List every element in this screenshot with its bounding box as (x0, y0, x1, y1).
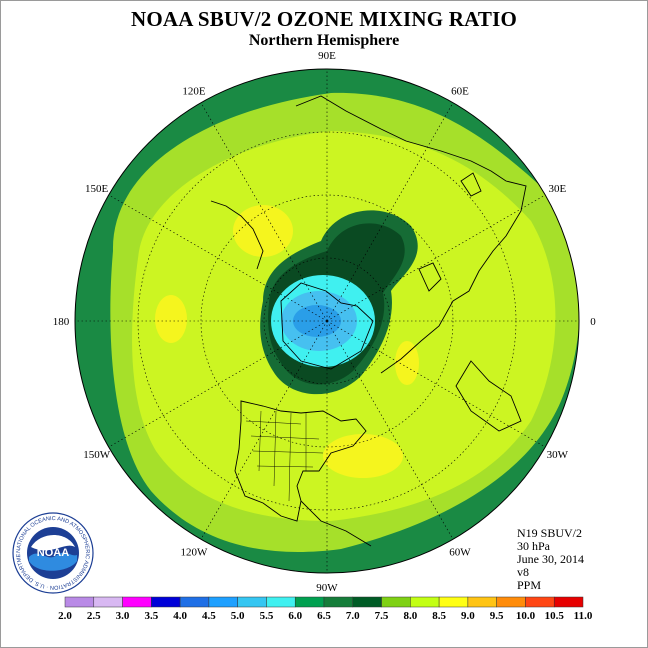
colorbar-swatch (93, 596, 123, 608)
meridian-label: 120W (181, 546, 209, 558)
latitude-circle (200, 194, 454, 448)
meridian-label: 30W (547, 449, 569, 461)
latitude-circle (263, 257, 391, 385)
map-boundary (74, 68, 580, 574)
colorbar-swatch (64, 596, 95, 608)
colorbar-tick-label: 6.0 (288, 610, 302, 622)
colorbar-swatch (237, 596, 267, 608)
colorbar-tick-label: 10.0 (516, 610, 536, 622)
info-date: June 30, 2014 (517, 552, 584, 566)
ozone-contour-4-5 (293, 305, 341, 337)
meridian-label: 180 (53, 316, 70, 328)
colorbar-tick-label: 8.5 (432, 610, 446, 622)
colorbar-tick-label: 3.0 (116, 610, 130, 622)
colorbar-swatch (496, 596, 526, 608)
meridian-label: 60E (451, 86, 469, 98)
colorbar-tick-label: 3.5 (144, 610, 158, 622)
info-level: 30 hPa (517, 539, 550, 553)
colorbar-tick-label: 8.0 (403, 610, 417, 622)
meridian-label: 120E (182, 86, 206, 98)
colorbar-swatch (122, 596, 152, 608)
colorbar-swatch (525, 596, 555, 608)
colorbar-tick-label: 6.5 (317, 610, 331, 622)
colorbar-swatch (352, 596, 382, 608)
ozone-contour-8-5 (155, 295, 187, 343)
colorbar-swatch (294, 596, 325, 608)
colorbar: 2.0 2.5 3.0 3.5 4.0 4.5 5.0 5.5 6.0 6.5 7.0 7.5 8.0 8… (58, 596, 593, 622)
meridian-label: 30E (548, 183, 566, 195)
meridian-label: 90E (318, 50, 336, 62)
meridian-labels: 90E 60E 30E 0 30W 60W 90W 120W 150W 180 150E 120E (53, 50, 597, 594)
info-units: PPM (517, 578, 542, 592)
ozone-contour-8-5 (395, 341, 419, 385)
meridian-label: 60W (449, 546, 471, 558)
colorbar-tick-label: 7.5 (375, 610, 389, 622)
colorbar-tick-label: 4.0 (173, 610, 187, 622)
info-satellite: N19 SBUV/2 (517, 526, 583, 540)
colorbar-tick-label: 5.5 (260, 610, 274, 622)
colorbar-swatch (151, 596, 181, 608)
lat-lon-graticule (75, 69, 579, 573)
colorbar-tick-label: 2.0 (58, 610, 72, 622)
colorbar-tick-label: 7.0 (346, 610, 360, 622)
ozone-contour-8-5 (233, 205, 293, 257)
colorbar-swatch (553, 596, 584, 608)
colorbar-swatch (266, 596, 296, 608)
ozone-contour-8-5 (323, 434, 403, 478)
colorbar-swatch (438, 596, 469, 608)
colorbar-tick-label: 2.5 (87, 610, 101, 622)
colorbar-swatch (467, 596, 497, 608)
colorbar-tick-label: 9.5 (490, 610, 504, 622)
figure-title: NOAA SBUV/2 OZONE MIXING RATIO (131, 7, 517, 31)
logo-text: NOAA (37, 547, 69, 559)
colorbar-tick-label: 4.5 (202, 610, 216, 622)
colorbar-tick-label: 5.0 (231, 610, 245, 622)
colorbar-tick-label: 10.5 (545, 610, 565, 622)
map-info-block: N19 SBUV/2 30 hPa June 30, 2014 v8 PPM (517, 527, 584, 592)
colorbar-swatch (381, 596, 411, 608)
colorbar-swatch (410, 596, 440, 608)
meridian-label: 150E (85, 183, 109, 195)
meridian-label: 0 (590, 316, 596, 328)
coastlines (210, 95, 527, 547)
colorbar-swatch (323, 596, 354, 608)
ozone-field (75, 69, 579, 573)
colorbar-tick-label: 11.0 (574, 610, 593, 622)
meridian-label: 150W (83, 449, 111, 461)
noaa-logo: NATIONAL OCEANIC AND ATMOSPHERIC ADMINIS… (11, 511, 94, 594)
info-version: v8 (517, 565, 529, 579)
colorbar-swatch (208, 596, 238, 608)
colorbar-swatch (179, 596, 210, 608)
colorbar-tick-label: 9.0 (461, 610, 475, 622)
meridian-label: 90W (316, 582, 338, 594)
us-state-borders (245, 410, 324, 502)
figure-subtitle: Northern Hemisphere (248, 32, 400, 49)
